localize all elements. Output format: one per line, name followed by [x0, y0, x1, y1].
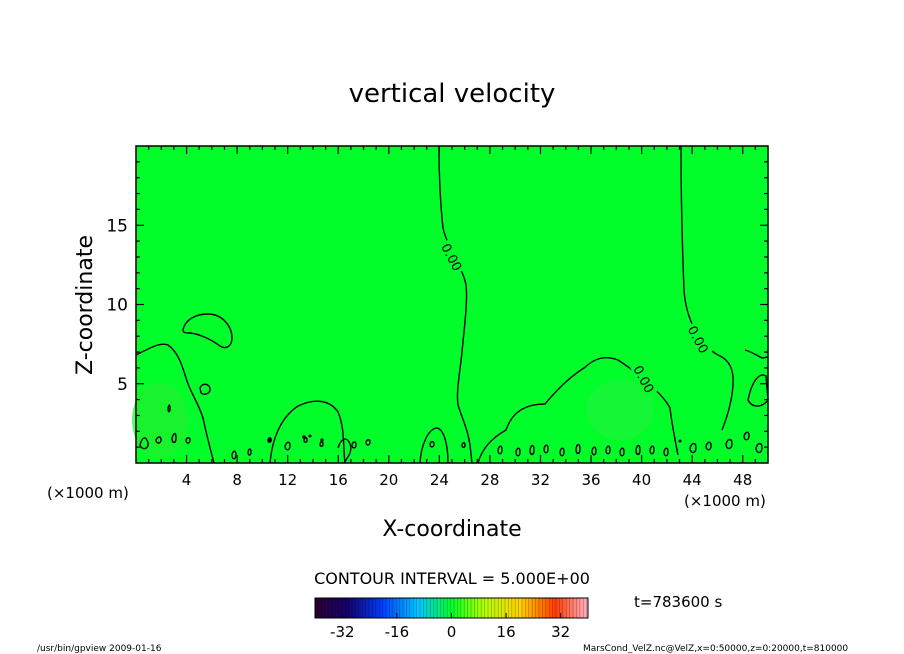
x-tick-label: 4 — [182, 471, 192, 489]
contour-lines — [135, 145, 769, 464]
zero-contour-dome — [477, 356, 679, 464]
contour-label-bg — [437, 238, 467, 276]
contour-label-bg — [684, 321, 713, 358]
zero-contour-vertical-mid — [438, 145, 473, 464]
y-axis-label: Z-coordinate — [73, 235, 98, 375]
x-tick-label: 12 — [278, 471, 297, 489]
time-label: t=783600 s — [634, 593, 722, 611]
footer-right: MarsCond_VelZ.nc@VelZ,x=0:50000,z=0:2000… — [583, 644, 848, 654]
x-tick-label: 20 — [379, 471, 398, 489]
y-tick-label: 10 — [106, 296, 128, 316]
x-tick-label: 44 — [683, 471, 702, 489]
x-tick-label: 24 — [430, 471, 449, 489]
x-axis-label: X-coordinate — [382, 517, 521, 542]
closed-contour-small-left — [199, 383, 211, 395]
x-tick-label: 28 — [480, 471, 499, 489]
x-tick-label: 8 — [232, 471, 242, 489]
y-tick-label: 5 — [117, 375, 128, 395]
x-unit-label-right: (×1000 m) — [684, 492, 766, 510]
colorbar-tick-label: -32 — [330, 623, 355, 641]
colorbar-tick-label: 32 — [551, 623, 570, 641]
closed-contour-right-edge — [747, 374, 769, 407]
x-tick-label: 36 — [581, 471, 600, 489]
y-tick-label: 15 — [106, 216, 128, 236]
x-tick-label: 40 — [632, 471, 651, 489]
colorbar-ticks: -32 -16 0 16 32 — [330, 613, 570, 641]
field-tint-right — [586, 380, 654, 440]
zero-contour-left-upper — [135, 343, 215, 464]
zero-contour-far-right — [744, 349, 769, 359]
contour-interval-text: CONTOUR INTERVAL = 5.000E+00 — [314, 569, 590, 588]
colorbar-tick-label: -16 — [385, 623, 410, 641]
x-tick-label: 32 — [531, 471, 550, 489]
contour-field — [136, 146, 768, 463]
colorbar-tick-label: 16 — [497, 623, 516, 641]
bump-contour-12-16 — [269, 400, 346, 464]
x-unit-label-left: (×1000 m) — [47, 484, 129, 502]
bump-contour-24 — [419, 427, 449, 464]
x-tick-label: 16 — [329, 471, 348, 489]
closed-contour-upper-left — [182, 313, 233, 349]
contour-label-bg — [629, 360, 659, 398]
colorbar-stripes — [317, 598, 587, 618]
colorbar-tick-label: 0 — [447, 623, 457, 641]
x-tick-label: 48 — [733, 471, 752, 489]
contour-dots — [268, 434, 682, 443]
footer-left: /usr/bin/gpview 2009-01-16 — [37, 644, 162, 654]
chart-title: vertical velocity — [349, 79, 556, 109]
